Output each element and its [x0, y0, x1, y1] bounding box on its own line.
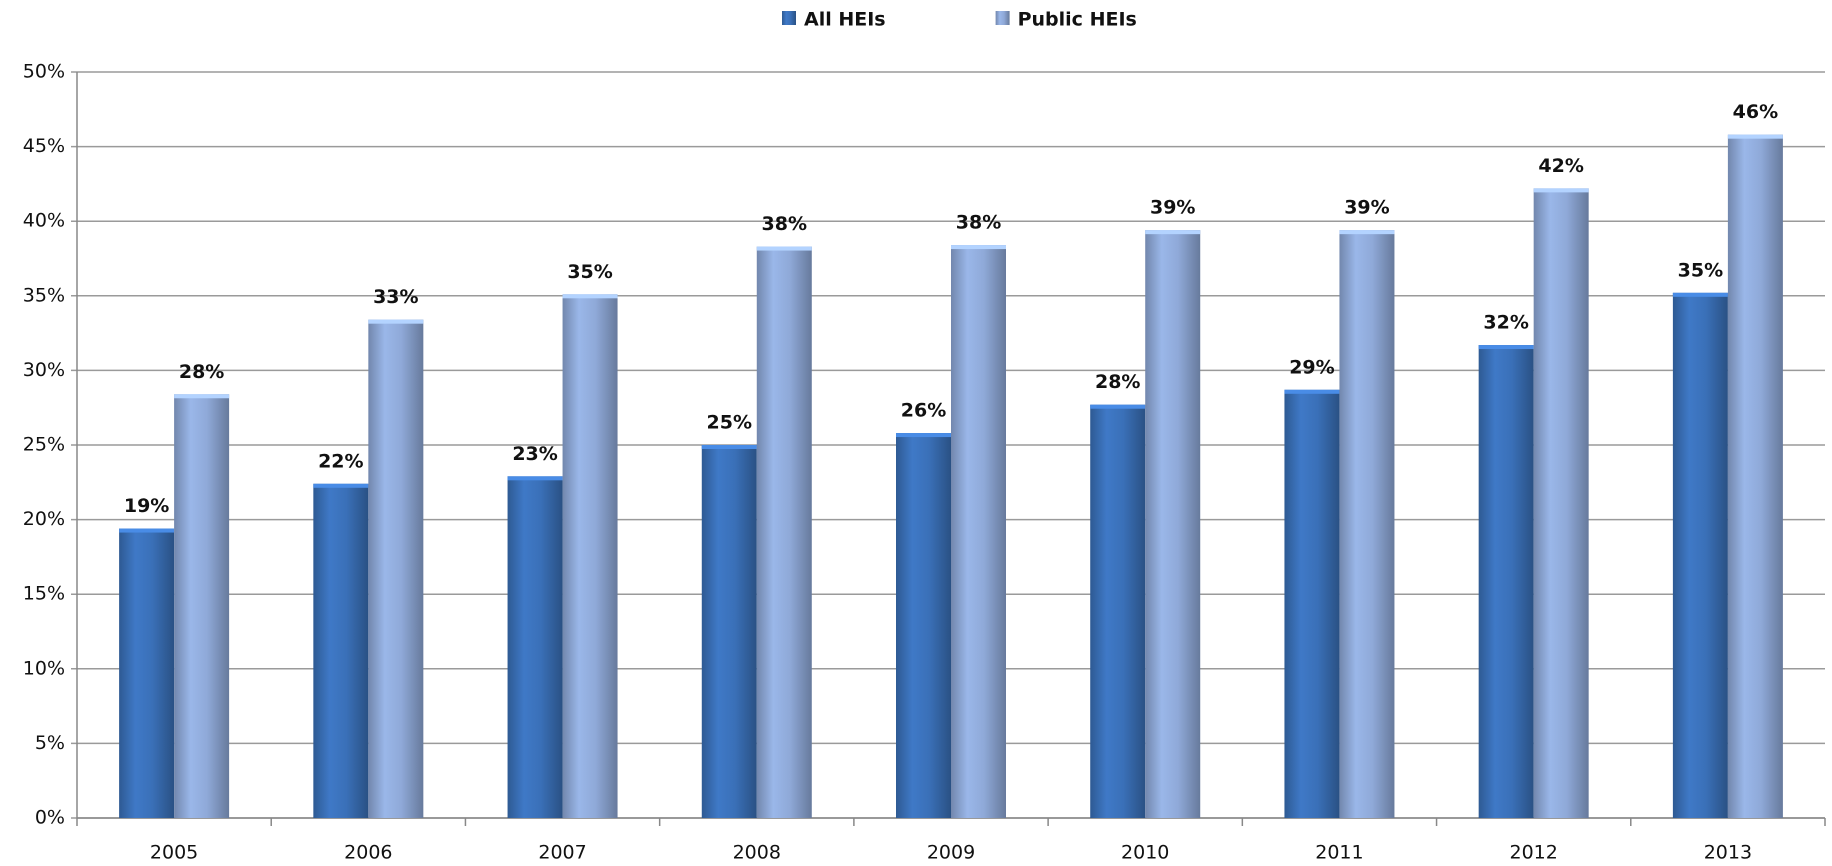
bar	[951, 245, 1006, 818]
bar-cap	[368, 319, 424, 324]
bar-cap	[313, 483, 369, 488]
bar	[1090, 404, 1146, 818]
value-label: 38%	[956, 212, 1001, 234]
x-tick-label: 2007	[538, 842, 586, 864]
y-tick-label: 50%	[23, 61, 65, 83]
bar-cap	[174, 394, 230, 399]
bar	[1284, 389, 1340, 818]
y-tick-label: 10%	[23, 657, 65, 679]
x-tick-label: 2009	[927, 842, 975, 864]
bar	[701, 445, 757, 818]
y-tick-label: 30%	[23, 359, 65, 381]
bar-cap	[1727, 134, 1783, 139]
bar	[1339, 230, 1395, 819]
x-tick-label: 2010	[1121, 842, 1169, 864]
x-tick-label: 2006	[344, 842, 392, 864]
bar	[174, 394, 230, 818]
bar	[756, 246, 812, 819]
legend-swatch	[782, 11, 796, 25]
value-label: 35%	[1678, 259, 1723, 281]
x-tick-label: 2013	[1704, 842, 1752, 864]
value-label: 19%	[124, 495, 169, 517]
bar	[507, 476, 563, 818]
value-label: 33%	[373, 286, 418, 308]
value-label: 25%	[707, 412, 752, 434]
legend-swatch	[995, 11, 1010, 25]
value-label: 28%	[1095, 371, 1140, 393]
y-tick-label: 45%	[23, 135, 65, 157]
bar-cap	[1478, 345, 1534, 350]
bar	[562, 294, 618, 819]
y-tick-label: 25%	[23, 434, 65, 456]
bar	[896, 433, 951, 818]
bar	[1727, 134, 1783, 818]
value-label: 35%	[567, 261, 612, 283]
bar	[1533, 188, 1589, 819]
legend-label: Public HEIs	[1018, 9, 1137, 31]
x-tick-label: 2005	[150, 842, 198, 864]
bar-cap	[951, 245, 1006, 250]
bar-cap	[1533, 188, 1589, 193]
bar	[119, 528, 175, 818]
value-label: 32%	[1483, 312, 1528, 334]
value-label: 39%	[1150, 197, 1195, 219]
value-label: 46%	[1733, 101, 1778, 123]
bar-cap	[1284, 389, 1340, 394]
bar	[313, 483, 369, 818]
bar-cap	[562, 294, 618, 299]
x-tick-label: 2011	[1315, 842, 1363, 864]
bar-cap	[1672, 292, 1728, 297]
x-tick-label: 2008	[733, 842, 781, 864]
value-label: 26%	[901, 400, 946, 422]
bar-cap	[1145, 230, 1201, 235]
value-label: 29%	[1289, 356, 1334, 378]
x-tick-label: 2012	[1509, 842, 1557, 864]
bar	[368, 319, 424, 818]
bar-cap	[119, 528, 175, 533]
y-tick-label: 5%	[35, 732, 65, 754]
bar-cap	[1339, 230, 1395, 235]
value-label: 22%	[318, 450, 363, 472]
value-label: 38%	[762, 213, 807, 235]
bar	[1478, 345, 1534, 818]
value-label: 28%	[179, 361, 224, 383]
bar	[1672, 292, 1728, 818]
y-tick-label: 35%	[23, 284, 65, 306]
value-label: 23%	[512, 443, 557, 465]
y-tick-label: 40%	[23, 210, 65, 232]
bar	[1145, 230, 1201, 819]
y-tick-label: 0%	[35, 807, 65, 829]
bar-cap	[701, 445, 757, 449]
bar-cap	[756, 246, 812, 251]
bar-cap	[896, 433, 951, 438]
bar-cap	[507, 476, 563, 481]
legend-label: All HEIs	[804, 9, 886, 31]
y-tick-label: 20%	[23, 508, 65, 530]
bar-cap	[1090, 404, 1146, 409]
value-label: 42%	[1538, 155, 1583, 177]
value-label: 39%	[1344, 197, 1389, 219]
y-tick-label: 15%	[23, 583, 65, 605]
